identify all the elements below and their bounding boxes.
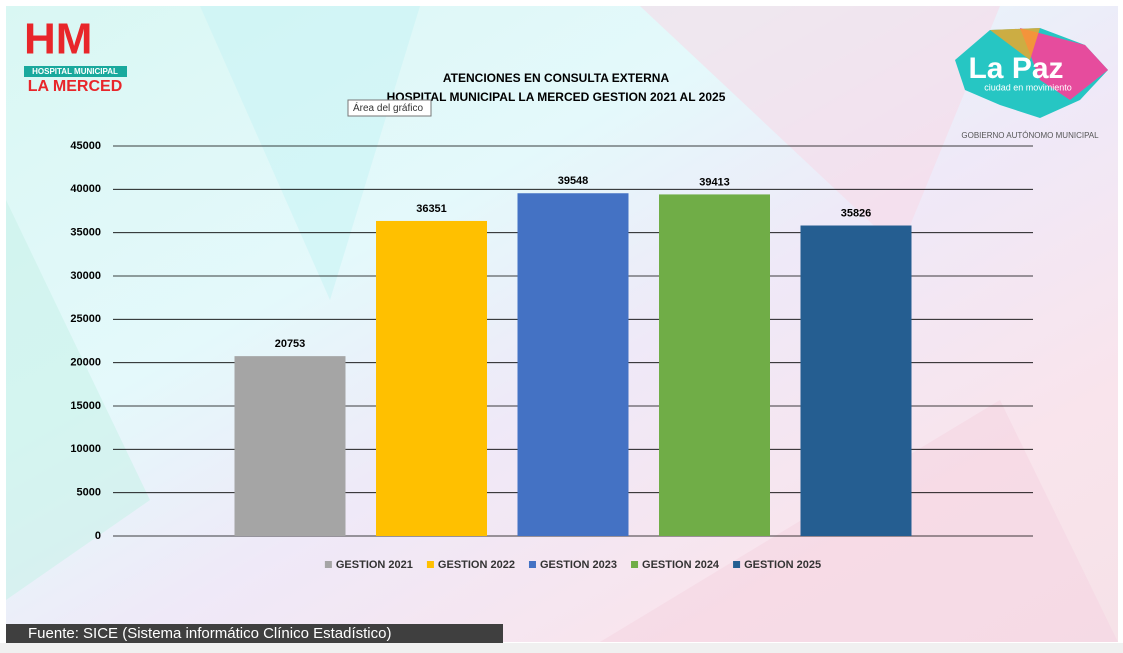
logo-tagline: ciudad en movimiento [984, 82, 1072, 92]
bar [234, 356, 346, 536]
bar [376, 220, 487, 536]
logo-line2: LA MERCED [28, 78, 123, 95]
chart-subtitle: HOSPITAL MUNICIPAL LA MERCED GESTION 202… [387, 90, 726, 104]
y-tick-label: 20000 [70, 357, 101, 369]
legend-label: GESTION 2023 [540, 559, 617, 571]
legend-label: GESTION 2022 [438, 559, 515, 571]
legend-label: GESTION 2025 [744, 559, 821, 571]
y-tick-label: 25000 [70, 313, 101, 325]
y-tick-label: 45000 [70, 140, 101, 152]
logo-mark: HM [24, 15, 92, 64]
decor [6, 200, 150, 600]
y-tick-label: 35000 [70, 227, 101, 239]
legend-swatch [733, 561, 741, 568]
logo-line1: HOSPITAL MUNICIPAL [32, 67, 118, 76]
source-band [6, 624, 503, 643]
decor [200, 6, 420, 300]
legend-swatch [426, 561, 434, 568]
logo-name: La Paz [968, 52, 1063, 85]
y-tick-label: 15000 [70, 400, 101, 412]
logo-shape [990, 28, 1040, 60]
y-tick-label: 0 [95, 530, 101, 542]
data-label: 39413 [699, 176, 730, 188]
legend-swatch [324, 561, 332, 568]
data-label: 36351 [416, 203, 447, 215]
legend-swatch [528, 561, 536, 568]
legend-label: GESTION 2024 [642, 559, 720, 571]
bar [517, 193, 629, 536]
plot-area: 0 5000 10000 15000 20000 25000 30000 35000 40000… [70, 140, 1033, 571]
tooltip: Área del gráfico [353, 101, 423, 114]
logo-caption: GOBIERNO AUTÓNOMO MUNICIPAL [961, 131, 1099, 140]
y-tick-label: 40000 [70, 183, 101, 195]
bar [800, 225, 912, 536]
data-label: 20753 [275, 338, 306, 350]
source: Fuente: SICE (Sistema informático Clínic… [28, 625, 391, 642]
logo-shape [1020, 28, 1108, 100]
legend-swatch [631, 561, 639, 568]
data-label: 35826 [841, 207, 872, 219]
y-tick-label: 10000 [70, 443, 101, 455]
logo-band [24, 66, 127, 77]
y-tick-label: 30000 [70, 270, 101, 282]
chart-title: ATENCIONES EN CONSULTA EXTERNA [443, 71, 670, 85]
legend-label: GESTION 2021 [336, 559, 413, 571]
data-label: 39548 [558, 175, 589, 187]
bar [659, 194, 770, 537]
bottom-strip [0, 643, 1123, 653]
tooltip-box [347, 99, 432, 117]
y-tick-label: 5000 [77, 487, 101, 499]
